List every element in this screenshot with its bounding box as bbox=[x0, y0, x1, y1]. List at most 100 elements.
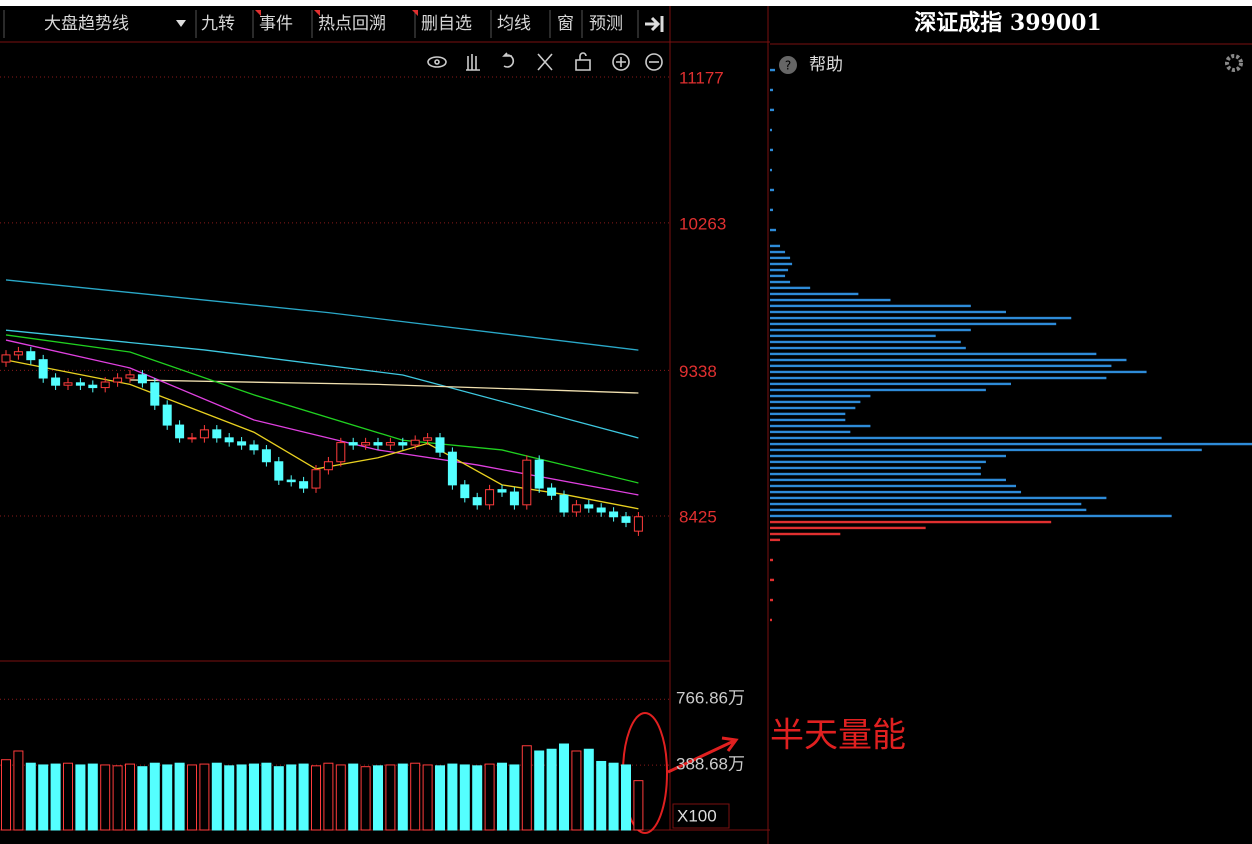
candle-body bbox=[633, 516, 643, 532]
volume-bar bbox=[621, 764, 631, 831]
profile-bar bbox=[770, 508, 1087, 512]
volume-bar bbox=[298, 763, 309, 831]
profile-bar bbox=[770, 532, 841, 536]
toolbar-item[interactable]: 热点回溯 bbox=[318, 14, 386, 34]
volume-bar bbox=[397, 763, 408, 831]
toolbar-item[interactable]: 窗 bbox=[557, 14, 574, 34]
toolbar-item[interactable]: 九转 bbox=[201, 14, 235, 34]
candle-body bbox=[547, 487, 557, 496]
candle-body bbox=[100, 381, 110, 389]
y-tick-label: 8425 bbox=[679, 507, 717, 526]
volume-bar bbox=[571, 750, 582, 831]
candle-body bbox=[162, 404, 172, 426]
volume-bar bbox=[25, 762, 36, 831]
candle-body bbox=[534, 459, 544, 489]
candle-body bbox=[423, 437, 433, 441]
volume-bar bbox=[187, 764, 197, 831]
candle-body bbox=[150, 382, 160, 406]
profile-bar bbox=[770, 448, 1202, 452]
profile-bar bbox=[770, 168, 773, 172]
volume-bar bbox=[236, 764, 247, 831]
profile-bar bbox=[770, 228, 777, 232]
dropdown-arrow[interactable] bbox=[176, 20, 186, 27]
profile-bar bbox=[770, 340, 961, 344]
profile-bar bbox=[770, 376, 1107, 380]
candle-body bbox=[51, 377, 61, 386]
candle-body bbox=[38, 359, 48, 379]
profile-bar bbox=[770, 382, 1011, 386]
profile-bar bbox=[770, 268, 789, 272]
candle-body bbox=[249, 444, 259, 451]
settings-icon[interactable] bbox=[1225, 54, 1243, 72]
profile-bar bbox=[770, 412, 846, 416]
candle-body bbox=[447, 451, 457, 486]
help-icon[interactable] bbox=[779, 56, 797, 74]
volume-bar bbox=[447, 763, 458, 831]
candle-body bbox=[485, 489, 495, 506]
profile-bar bbox=[770, 286, 811, 290]
profile-bar bbox=[770, 208, 774, 212]
help-icon-glyph: ? bbox=[785, 59, 791, 73]
candle-body bbox=[311, 469, 321, 489]
volume-bar bbox=[50, 763, 61, 831]
volume-bar bbox=[13, 750, 24, 831]
chart-tools[interactable] bbox=[427, 52, 663, 71]
volume-bar bbox=[286, 764, 297, 831]
profile-bar bbox=[770, 460, 986, 464]
candle-body bbox=[63, 382, 73, 386]
help-label[interactable]: 帮助 bbox=[809, 55, 843, 75]
profile-bar bbox=[770, 352, 1097, 356]
ma-line bbox=[5, 334, 639, 484]
candle-body bbox=[125, 374, 135, 379]
volume-bar bbox=[261, 762, 272, 831]
volume-bar bbox=[149, 762, 160, 831]
y-tick-label: 10263 bbox=[679, 214, 726, 233]
volume-button[interactable]: X100 bbox=[677, 806, 717, 825]
candle-body bbox=[385, 442, 395, 446]
candle-body bbox=[609, 511, 619, 518]
profile-bar bbox=[770, 406, 856, 410]
toolbar-item[interactable]: 事件 bbox=[259, 14, 293, 34]
volume-bar bbox=[137, 766, 148, 831]
y-tick-label: 11177 bbox=[679, 69, 724, 88]
volume-bar bbox=[335, 764, 346, 831]
profile-bar bbox=[770, 394, 871, 398]
profile-bar bbox=[770, 280, 791, 284]
volume-bar bbox=[211, 762, 222, 831]
profile-bar bbox=[770, 108, 775, 112]
profile-bar bbox=[770, 484, 1017, 488]
profile-bar bbox=[770, 400, 861, 404]
volume-bar bbox=[63, 762, 73, 831]
ma-line bbox=[5, 329, 639, 439]
profile-bar bbox=[770, 328, 971, 332]
toolbar-item[interactable]: 均线 bbox=[497, 14, 531, 34]
volume-bar bbox=[360, 766, 371, 831]
profile-bar bbox=[770, 358, 1127, 362]
profile-bar bbox=[770, 292, 859, 296]
candle-body bbox=[410, 439, 420, 446]
profile-bar bbox=[770, 526, 926, 530]
candle-body bbox=[361, 442, 371, 446]
candle-body bbox=[212, 429, 222, 439]
volume-bar bbox=[596, 760, 607, 831]
candle-body bbox=[1, 354, 11, 363]
volume-bar bbox=[509, 764, 520, 831]
toolbar-item[interactable]: 预测 bbox=[589, 14, 623, 34]
toolbar-item[interactable]: 删自选 bbox=[421, 14, 472, 34]
candle-body bbox=[472, 497, 482, 506]
volume-button-frame[interactable] bbox=[672, 803, 730, 829]
y-tick-label: 388.68万 bbox=[676, 755, 745, 774]
profile-bar bbox=[770, 388, 986, 392]
annotation: 半天量能 bbox=[770, 716, 906, 756]
candle-body bbox=[88, 384, 98, 389]
volume-bar bbox=[546, 748, 557, 831]
y-tick-label: 9338 bbox=[679, 362, 717, 381]
candle-body bbox=[137, 374, 147, 384]
profile-bar bbox=[770, 334, 936, 338]
volume-bar bbox=[249, 763, 259, 831]
volume-bar bbox=[410, 762, 421, 831]
toolbar-item[interactable]: 大盘趋势线 bbox=[44, 14, 129, 34]
expand-icon[interactable] bbox=[645, 16, 664, 32]
volume-bar bbox=[608, 762, 619, 831]
profile-bar bbox=[770, 304, 971, 308]
